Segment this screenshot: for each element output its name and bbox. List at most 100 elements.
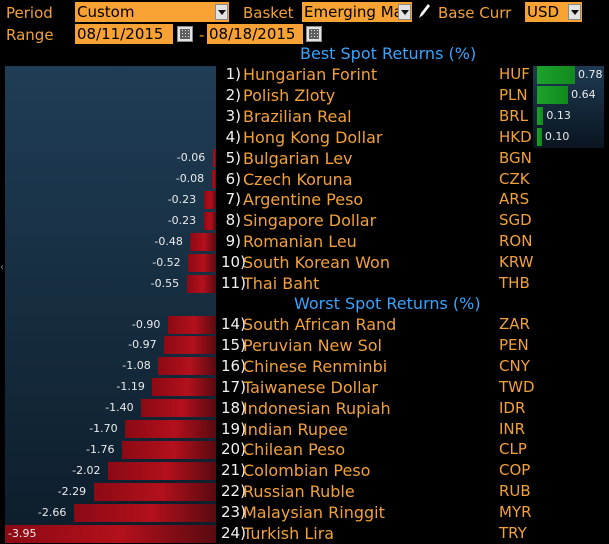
return-value-label: -2.66 — [37, 505, 67, 519]
negative-return-bar — [211, 170, 216, 188]
currency-code: RON — [499, 232, 533, 251]
currency-name[interactable]: Chinese Renminbi — [243, 356, 388, 376]
currency-code: HUF — [499, 65, 530, 83]
basket-label: Basket — [243, 4, 294, 22]
row-rank: 5) — [225, 148, 241, 167]
row-rank: 24) — [221, 524, 246, 542]
currency-name[interactable]: Bulgarian Lev — [243, 148, 353, 168]
calendar-icon[interactable] — [177, 26, 193, 42]
return-value-label: -1.08 — [122, 359, 151, 373]
basket-dropdown-icon[interactable] — [398, 4, 411, 20]
currency-name[interactable]: Indonesian Rupiah — [243, 398, 391, 418]
return-value-label: -0.90 — [131, 317, 161, 331]
currency-code: ZAR — [499, 315, 530, 333]
base-curr-label: Base Curr — [438, 4, 512, 22]
currency-name[interactable]: Malaysian Ringgit — [243, 503, 385, 523]
currency-code: THB — [499, 274, 530, 292]
return-value-label: -3.95 — [8, 526, 37, 540]
currency-code: COP — [499, 461, 531, 480]
negative-return-bar — [164, 336, 216, 355]
currency-name[interactable]: Polish Zloty — [243, 85, 336, 105]
currency-name[interactable]: Indian Rupee — [243, 419, 348, 439]
return-value-label: -1.19 — [116, 380, 145, 394]
currency-name[interactable]: Thai Baht — [243, 274, 320, 293]
negative-return-bar — [73, 503, 216, 522]
range-start-input[interactable]: 08/11/2015 — [75, 24, 173, 44]
period-dropdown-icon[interactable] — [215, 4, 228, 20]
negative-return-bar — [167, 315, 216, 334]
currency-name[interactable]: Romanian Leu — [243, 232, 357, 252]
currency-name[interactable]: Turkish Lira — [243, 524, 335, 543]
row-rank: 3) — [225, 106, 241, 125]
negative-return-bar — [108, 461, 216, 480]
row-rank: 17) — [221, 377, 246, 396]
currency-code: TRY — [499, 524, 527, 542]
row-rank: 8) — [225, 211, 241, 230]
row-rank: 18) — [221, 398, 246, 417]
positive-return-bar — [537, 65, 575, 84]
currency-name[interactable]: Taiwanese Dollar — [243, 377, 378, 397]
currency-code: BRL — [499, 106, 529, 125]
negative-return-bar — [158, 357, 216, 376]
return-value-label: -0.06 — [176, 151, 206, 165]
chevron-left-icon[interactable]: ‹ — [0, 262, 4, 273]
currency-name[interactable]: Brazilian Real — [243, 106, 352, 126]
currency-name[interactable]: South Korean Won — [243, 253, 390, 273]
currency-name[interactable]: Hungarian Forint — [243, 65, 378, 84]
return-value-label: -0.52 — [152, 255, 181, 269]
return-value-label: 0.13 — [546, 109, 571, 123]
row-rank: 2) — [225, 85, 241, 104]
row-rank: 20) — [221, 440, 246, 459]
best-returns-title: Best Spot Returns (%) — [300, 44, 477, 63]
negative-return-bar — [203, 190, 216, 209]
currency-name[interactable]: Argentine Peso — [243, 190, 364, 210]
return-value-label: -1.76 — [85, 442, 115, 456]
return-value-label: -1.70 — [89, 422, 118, 435]
currency-name[interactable]: Russian Ruble — [243, 482, 355, 502]
currency-name[interactable]: Colombian Peso — [243, 461, 371, 481]
row-rank: 14) — [221, 315, 246, 333]
return-value-label: 0.78 — [578, 67, 603, 81]
row-rank: 16) — [221, 356, 246, 375]
row-rank: 9) — [225, 232, 241, 251]
return-value-label: 0.64 — [571, 88, 596, 102]
return-value-label: -0.08 — [175, 172, 205, 185]
row-rank: 15) — [221, 335, 246, 354]
row-rank: 1) — [225, 65, 241, 83]
period-label: Period — [6, 4, 53, 22]
currency-name[interactable]: Hong Kong Dollar — [243, 127, 383, 147]
basket-select[interactable]: Emerging Ma — [302, 2, 412, 22]
currency-code: PEN — [499, 335, 529, 354]
pencil-icon[interactable] — [416, 2, 432, 20]
currency-name[interactable]: Peruvian New Sol — [243, 335, 382, 355]
currency-code: CZK — [499, 169, 530, 188]
return-value-label: -0.55 — [150, 276, 180, 290]
range-end-input[interactable]: 08/18/2015 — [207, 24, 303, 44]
currency-code: CLP — [499, 440, 527, 459]
currency-name[interactable]: South African Rand — [243, 315, 397, 334]
currency-code: PLN — [499, 85, 528, 104]
row-rank: 7) — [225, 190, 241, 209]
negative-return-bar — [212, 149, 216, 168]
calendar-icon[interactable] — [306, 26, 322, 42]
worst-returns-title: Worst Spot Returns (%) — [294, 294, 481, 313]
base-curr-select[interactable]: USD — [525, 2, 582, 22]
positive-return-bar — [537, 107, 544, 126]
row-rank: 4) — [225, 127, 241, 146]
negative-return-bar — [152, 378, 216, 397]
currency-code: SGD — [499, 211, 532, 230]
row-rank: 6) — [225, 169, 241, 188]
positive-return-bar — [537, 86, 569, 105]
currency-name[interactable]: Czech Koruna — [243, 169, 353, 189]
period-select[interactable]: Custom — [75, 2, 229, 22]
row-rank: 10) — [221, 253, 246, 272]
currency-code: IDR — [499, 398, 526, 417]
row-rank: 19) — [221, 419, 246, 438]
row-rank: 21) — [221, 461, 246, 480]
range-label: Range — [6, 26, 54, 44]
base-curr-dropdown-icon[interactable] — [568, 4, 581, 20]
negative-return-bar — [203, 211, 216, 230]
currency-code: KRW — [499, 253, 534, 272]
currency-name[interactable]: Chilean Peso — [243, 440, 346, 460]
currency-name[interactable]: Singapore Dollar — [243, 211, 377, 231]
